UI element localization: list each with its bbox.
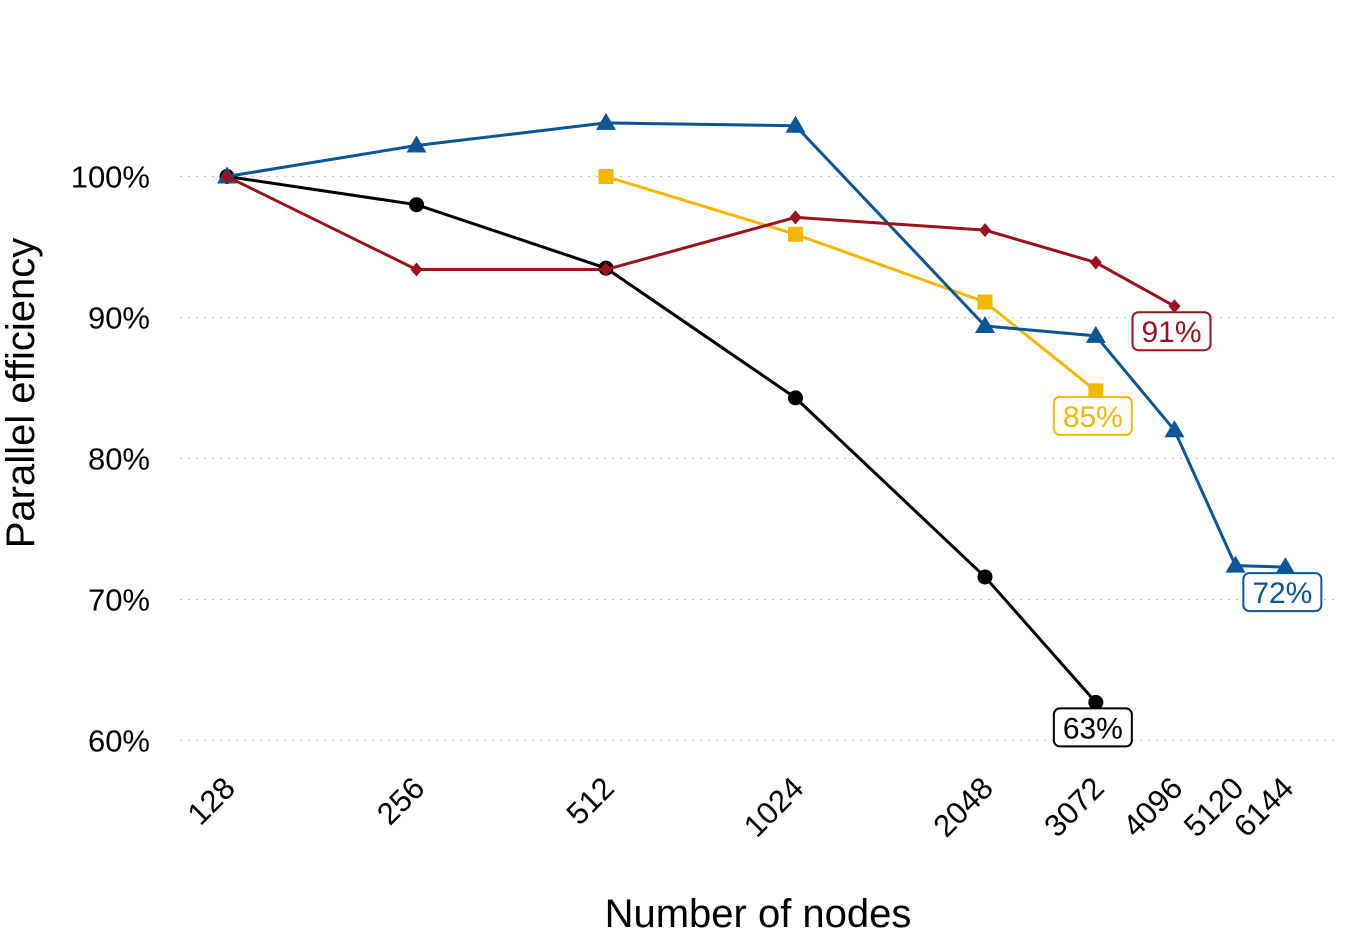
series-square	[598, 169, 1104, 399]
data-point	[975, 315, 995, 333]
x-tick-label: 512	[560, 770, 621, 831]
y-tick-label: 80%	[88, 442, 150, 477]
x-tick-label: 6144	[1227, 770, 1301, 844]
data-point	[1168, 299, 1181, 314]
x-tick-label: 128	[181, 770, 242, 831]
end-label-text: 72%	[1252, 577, 1312, 610]
end-label-text: 85%	[1063, 401, 1123, 434]
data-point	[1085, 325, 1106, 343]
data-point	[788, 390, 803, 406]
y-tick-label: 60%	[88, 724, 150, 759]
series-line	[226, 175, 1176, 308]
data-point	[789, 210, 802, 225]
data-point	[1275, 557, 1296, 575]
end-label-text: 63%	[1063, 712, 1123, 745]
x-tick-label: 3072	[1037, 770, 1111, 844]
y-tick-label: 90%	[88, 301, 150, 336]
data-point	[1088, 694, 1104, 710]
end-label-text: 91%	[1141, 316, 1201, 349]
x-tick-label: 1024	[737, 770, 811, 844]
series	[217, 112, 1296, 710]
end-label-box	[1242, 572, 1323, 613]
data-point	[979, 223, 991, 238]
y-tick-label: 70%	[88, 583, 150, 618]
series-line	[226, 175, 1097, 704]
data-point	[598, 169, 614, 184]
end-label: 91%	[1131, 311, 1212, 352]
end-label: 72%	[1242, 572, 1323, 613]
series-circle	[219, 169, 1104, 710]
x-tick-label: 2048	[926, 770, 1000, 844]
end-label-box	[1131, 311, 1212, 352]
series-diamond	[221, 169, 1181, 314]
end-label: 85%	[1052, 395, 1133, 436]
data-point	[410, 262, 423, 277]
data-point	[977, 294, 993, 310]
data-point	[221, 169, 233, 184]
data-point	[785, 115, 806, 133]
end-label: 63%	[1052, 707, 1133, 748]
data-point	[1225, 555, 1246, 573]
y-tick-label: 100%	[71, 160, 150, 195]
y-axis-ticks: 60% 70% 80% 90% 100%	[71, 160, 150, 759]
data-point	[1088, 383, 1104, 399]
y-axis-label: Parallel efficiency	[0, 238, 43, 549]
data-point	[409, 197, 424, 213]
series-line	[226, 121, 1286, 569]
x-tick-label: 256	[370, 770, 431, 831]
end-labels: 63% 85% 72% 91%	[1052, 311, 1323, 748]
data-point	[406, 135, 427, 153]
data-point	[600, 262, 612, 277]
data-point	[1164, 420, 1185, 438]
grid	[180, 176, 1340, 741]
x-tick-label: 4096	[1116, 770, 1190, 844]
end-label-box	[1052, 707, 1133, 748]
data-point	[788, 226, 803, 242]
series-line	[605, 175, 1097, 392]
data-point	[596, 112, 616, 130]
x-axis-label: Number of nodes	[605, 892, 912, 936]
data-point	[977, 569, 993, 585]
data-point	[1089, 255, 1102, 270]
end-label-box	[1052, 395, 1133, 436]
